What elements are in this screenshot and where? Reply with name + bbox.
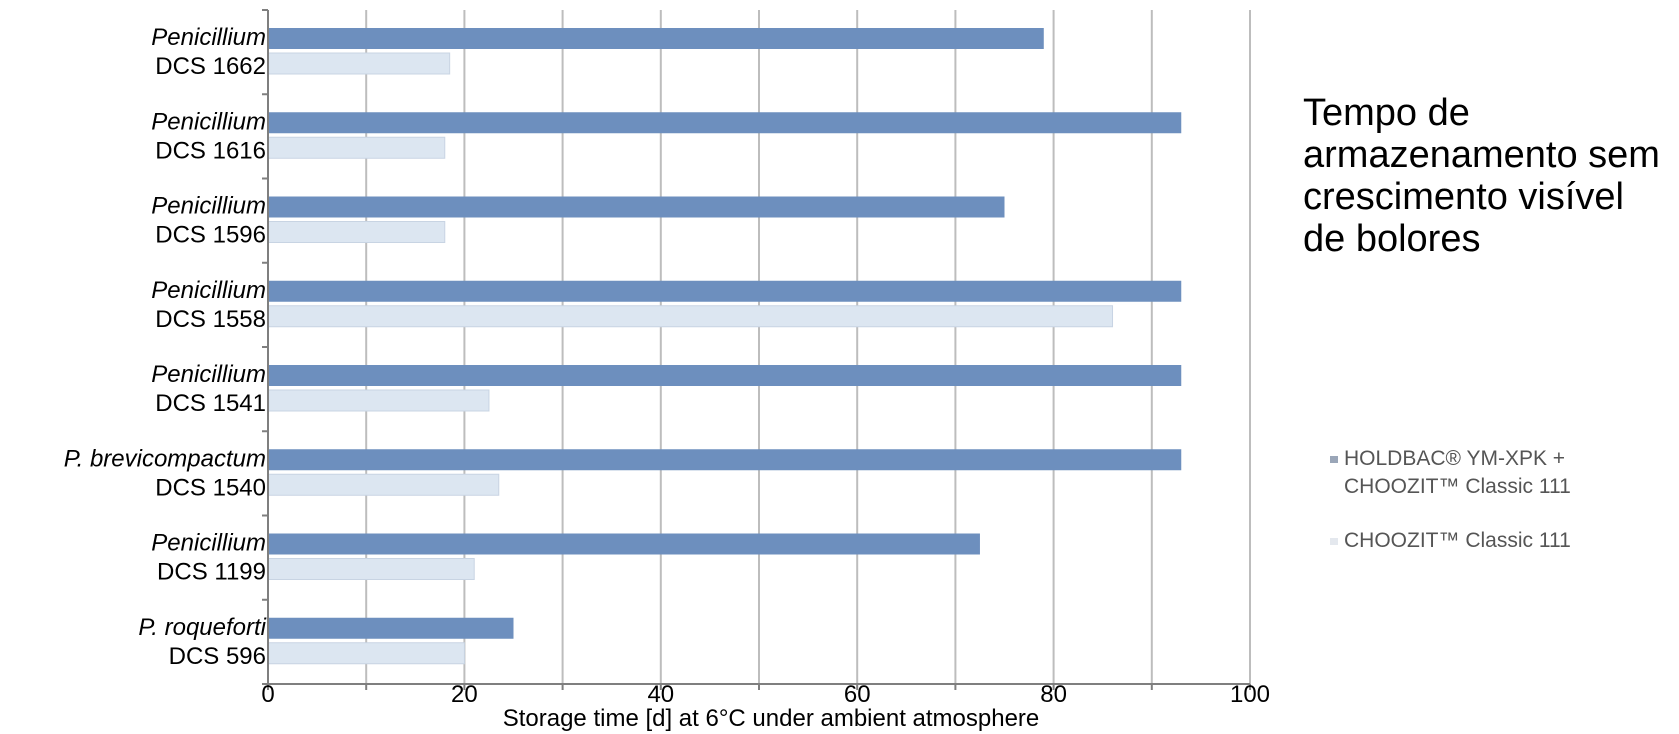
x-tick-label: 80 (1040, 681, 1067, 708)
category-label-name: Penicillium (151, 193, 266, 220)
bar-holdbac (268, 449, 1182, 471)
category-label-name: P. roqueforti (138, 614, 266, 641)
legend-label-choozit: CHOOZIT™ Classic 111 (1344, 529, 1571, 552)
legend-item-choozit: CHOOZIT™ Classic 111 (1330, 527, 1675, 555)
x-tick-label: 40 (647, 681, 674, 708)
bar-holdbac (268, 533, 980, 555)
category-label-name: Penicillium (151, 530, 266, 557)
bar-holdbac (268, 617, 514, 639)
bar-holdbac (268, 196, 1005, 218)
bar-choozit (267, 305, 1114, 328)
x-axis-label: Storage time [d] at 6°C under ambient at… (503, 705, 1040, 732)
bar-holdbac (268, 365, 1182, 386)
bar-choozit (267, 473, 500, 496)
legend-swatch-light (1330, 538, 1338, 545)
legend-label-holdbac-line2: CHOOZIT™ Classic 111 (1344, 475, 1571, 498)
category-label-name: Penicillium (151, 24, 266, 51)
category-label-id: DCS 1596 (155, 222, 266, 249)
legend-item-holdbac: HOLDBAC® YM-XPK + CHOOZIT™ Classic 111 (1330, 445, 1675, 501)
side-title: Tempo de armazenamento sem crescimento v… (1303, 92, 1660, 260)
axes: 0 20 40 60 80 100 (261, 9, 1270, 708)
category-label-name: Penicillium (151, 108, 266, 135)
category-label-id: DCS 1558 (155, 306, 266, 333)
category-label-id: DCS 1199 (157, 559, 266, 586)
bar-choozit (267, 136, 446, 159)
bar-holdbac (268, 28, 1044, 49)
category-label-name: Penicillium (151, 361, 266, 388)
legend-label-holdbac-line1: HOLDBAC® YM-XPK + (1344, 447, 1566, 470)
bar-holdbac (268, 280, 1182, 302)
bar-choozit (267, 52, 451, 75)
category-label-id: DCS 596 (169, 643, 266, 670)
bar-holdbac (268, 112, 1182, 134)
x-tick-label: 60 (844, 681, 871, 708)
legend-swatch-dark (1330, 456, 1338, 463)
gridlines (365, 10, 1251, 684)
legend: HOLDBAC® YM-XPK + CHOOZIT™ Classic 111 C… (1330, 445, 1675, 555)
bar-choozit (267, 558, 475, 580)
category-label-id: DCS 1616 (155, 137, 266, 164)
bar-choozit (267, 389, 490, 412)
x-tick-label: 20 (451, 681, 478, 708)
category-label-id: DCS 1540 (155, 474, 266, 501)
bar-choozit (267, 221, 446, 243)
bars (267, 28, 1182, 665)
category-label-id: DCS 1662 (155, 53, 266, 80)
category-label-name: Penicillium (151, 277, 266, 304)
x-tick-label: 100 (1230, 681, 1270, 708)
category-label-name: P. brevicompactum (64, 445, 266, 472)
bar-choozit (267, 642, 465, 665)
x-tick-label: 0 (261, 681, 274, 708)
category-label-id: DCS 1541 (155, 390, 266, 417)
